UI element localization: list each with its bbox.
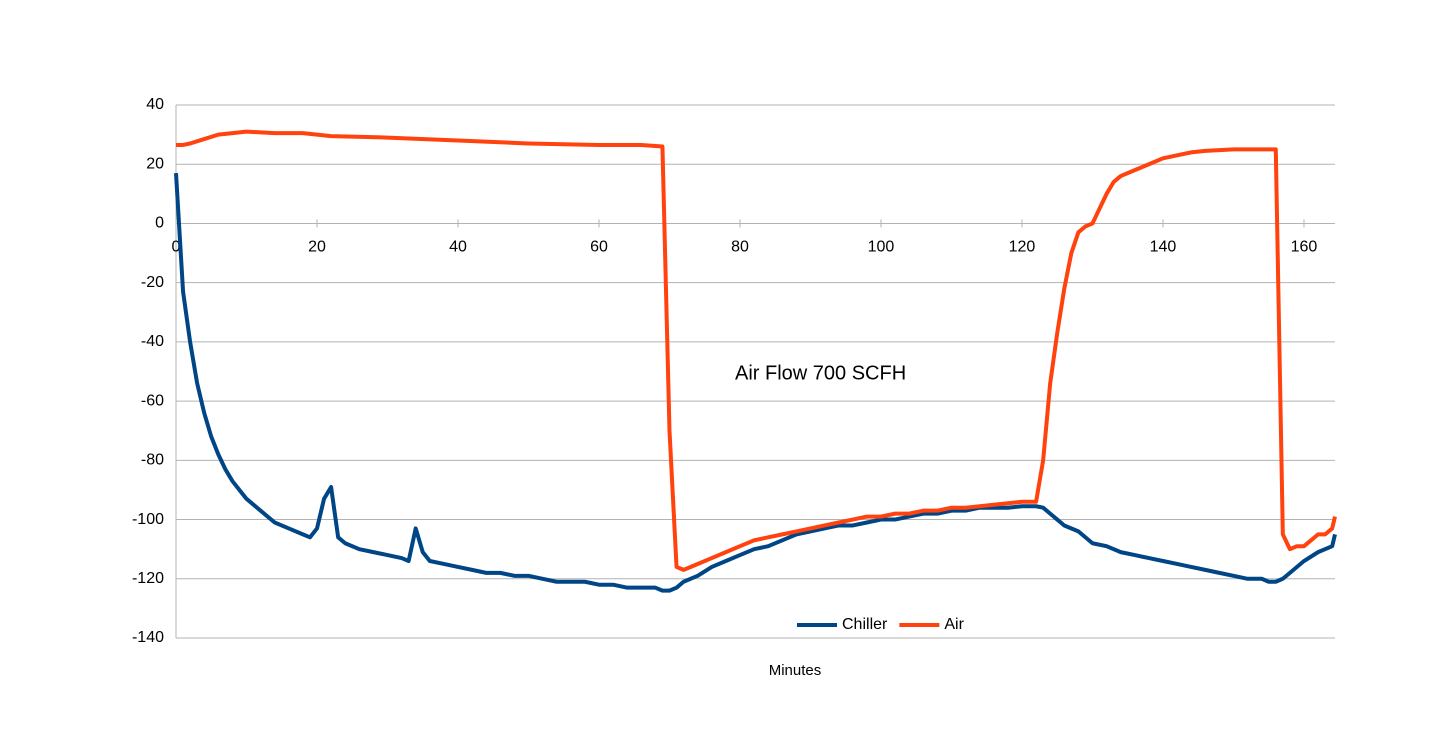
y-tick-label: -140 <box>132 629 164 646</box>
y-tick-label: 20 <box>146 155 164 172</box>
series-line <box>176 129 1337 572</box>
x-tick-label: 0 <box>172 239 181 256</box>
x-tick-label: 140 <box>1150 239 1177 256</box>
x-tick-label: 20 <box>308 239 326 256</box>
y-tick-label: -80 <box>141 452 164 469</box>
y-tick-label: 40 <box>146 96 164 113</box>
y-tick-label: -100 <box>132 511 164 528</box>
x-tick-label: 80 <box>731 239 749 256</box>
y-tick-label: -20 <box>141 274 164 291</box>
legend-label: Chiller <box>842 616 888 633</box>
x-axis-title: Minutes <box>769 662 822 679</box>
series-line <box>174 172 1337 593</box>
y-tick-label: -40 <box>141 333 164 350</box>
x-tick-label: 60 <box>590 239 608 256</box>
x-tick-label: 120 <box>1009 239 1036 256</box>
legend-label: Air <box>944 616 964 633</box>
y-tick-label: -120 <box>132 570 164 587</box>
y-tick-label: -60 <box>141 392 164 409</box>
x-tick-label: 100 <box>868 239 895 256</box>
annotation: Air Flow 700 SCFH <box>735 362 906 384</box>
x-tick-label: 40 <box>449 239 467 256</box>
y-tick-label: 0 <box>155 215 164 232</box>
x-tick-label: 160 <box>1291 239 1318 256</box>
